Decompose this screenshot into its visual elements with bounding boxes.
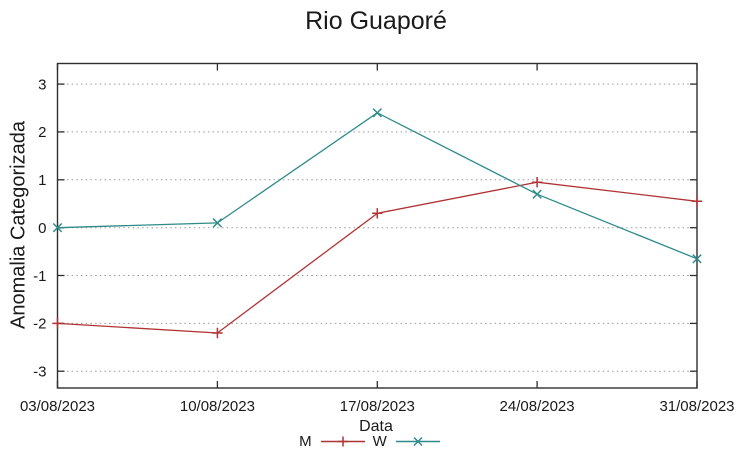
x-axis-label: Data bbox=[359, 418, 393, 435]
y-tick-label: -2 bbox=[33, 316, 46, 333]
legend-item-m: M bbox=[299, 434, 366, 449]
x-tick-label: 17/08/2023 bbox=[340, 398, 415, 415]
cross-marker-icon bbox=[692, 254, 702, 264]
y-tick-label: 0 bbox=[38, 220, 46, 237]
chart-title: Rio Guaporé bbox=[305, 7, 447, 35]
x-tick-label: 31/08/2023 bbox=[659, 398, 734, 415]
plus-marker-icon bbox=[337, 436, 348, 446]
y-tick-label: 1 bbox=[38, 172, 46, 189]
x-tick-label: 10/08/2023 bbox=[180, 398, 255, 415]
plus-marker-icon bbox=[531, 177, 543, 188]
cross-marker-icon bbox=[413, 436, 423, 446]
y-tick-label: -1 bbox=[33, 268, 46, 285]
x-tick-label: 24/08/2023 bbox=[500, 398, 575, 415]
legend-item-w: W bbox=[373, 434, 441, 449]
series-line-m bbox=[57, 181, 698, 334]
y-tick-label: 3 bbox=[38, 76, 46, 93]
legend-series-label-w: W bbox=[372, 432, 387, 450]
plus-marker-icon bbox=[52, 318, 63, 329]
legend-line-sample-m bbox=[320, 436, 365, 446]
plus-marker-icon bbox=[212, 327, 223, 339]
series-line-w bbox=[57, 112, 698, 260]
plot-border bbox=[56, 62, 698, 389]
cross-marker-icon bbox=[52, 222, 63, 233]
plus-marker-icon bbox=[691, 196, 703, 207]
legend-line-sample-w bbox=[395, 436, 440, 446]
cross-marker-icon bbox=[372, 108, 382, 118]
y-tick-label: -3 bbox=[33, 364, 46, 381]
cross-marker-icon bbox=[532, 189, 542, 199]
plus-marker-icon bbox=[372, 208, 383, 219]
legend-series-label-m: M bbox=[299, 432, 312, 450]
x-tick-label: 03/08/2023 bbox=[20, 398, 95, 415]
legend: M W bbox=[0, 433, 746, 449]
y-tick-label: 2 bbox=[38, 124, 46, 141]
cross-marker-icon bbox=[212, 218, 223, 228]
